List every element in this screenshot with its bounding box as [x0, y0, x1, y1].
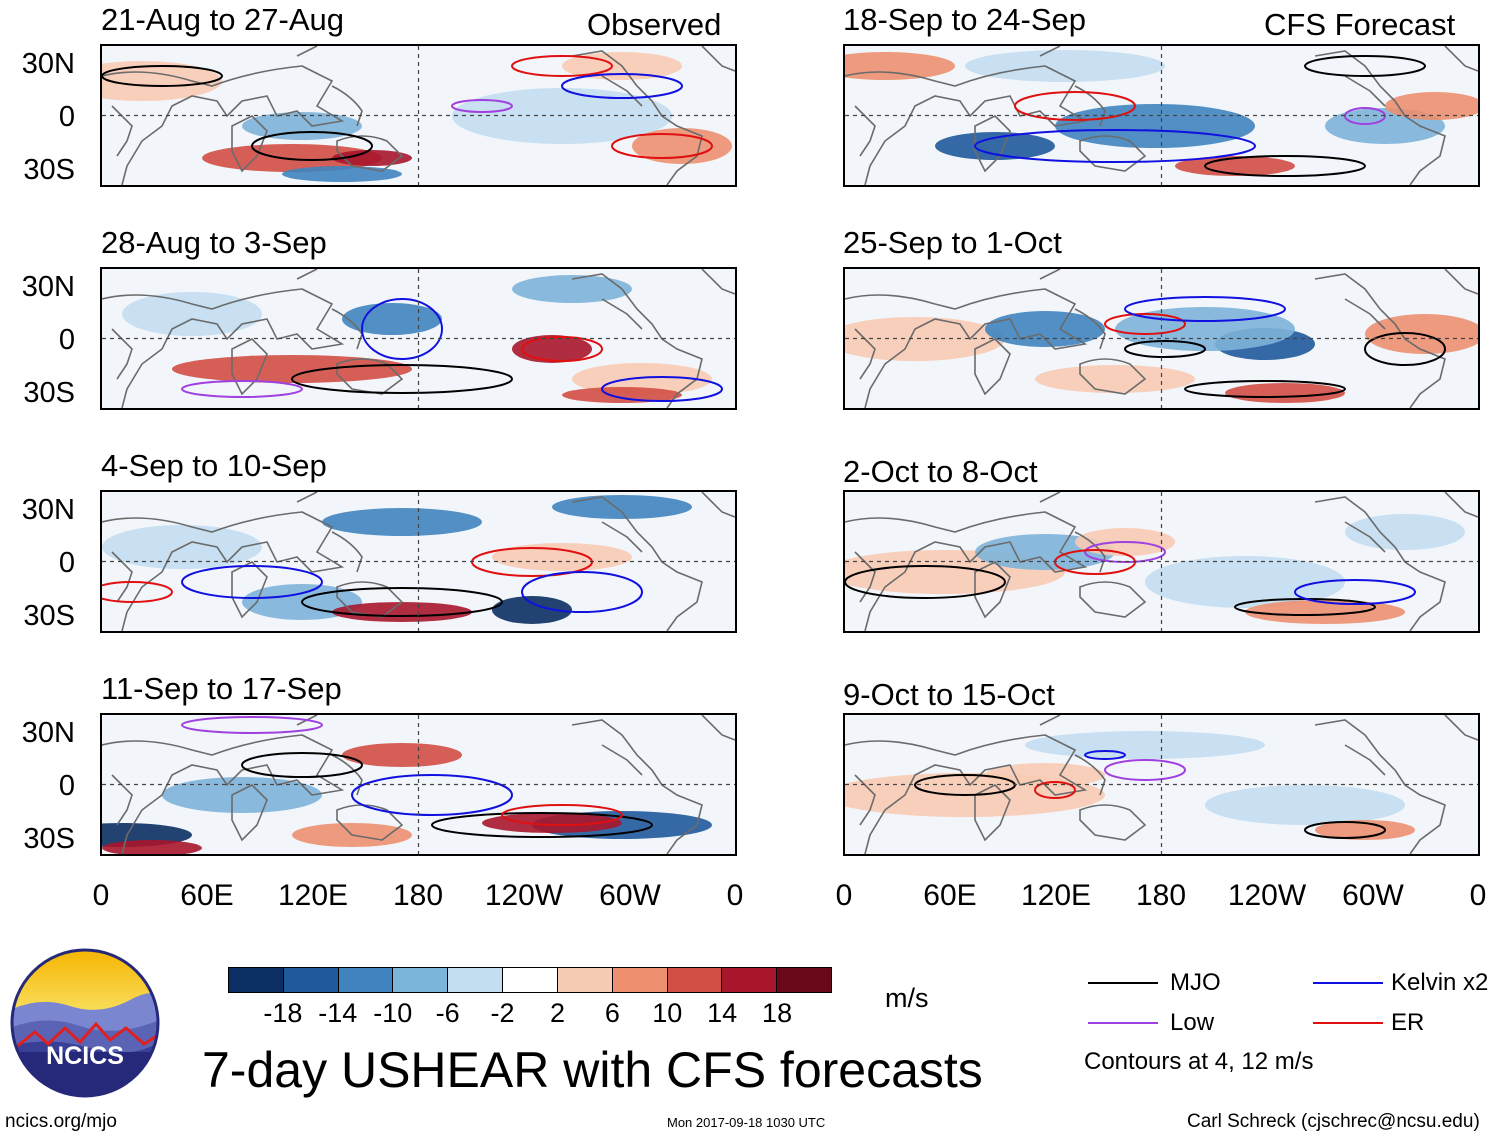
colorbar-tick-label: 6 — [604, 998, 620, 1028]
colorbar-swatch — [337, 968, 393, 992]
map-observed-3 — [100, 490, 737, 633]
colorbar-units: m/s — [885, 983, 929, 1013]
colorbar-swatch — [666, 968, 722, 992]
colorbar-swatch — [229, 968, 283, 992]
lon-label: 180 — [392, 879, 444, 912]
colorbar-ticks: -18 -14 -10 -6 -2 2 6 10 14 18 — [228, 995, 832, 1028]
legend-kelvin-line — [1313, 982, 1383, 984]
forecast-panel-2-title: 25-Sep to 1-Oct — [843, 225, 1062, 260]
anomaly-map — [102, 46, 735, 185]
map-forecast-1 — [843, 44, 1480, 187]
colorbar-tick-label: -14 — [318, 998, 358, 1028]
map-forecast-2 — [843, 267, 1480, 410]
lon-label: 120W — [484, 879, 564, 912]
main-title: 7-day USHEAR with CFS forecasts — [202, 1042, 983, 1098]
observed-panel-1-title: 21-Aug to 27-Aug — [101, 2, 345, 37]
legend-er-label: ER — [1391, 1009, 1425, 1036]
footer-url: ncics.org/mjo — [5, 1111, 117, 1132]
contours-note: Contours at 4, 12 m/s — [1084, 1048, 1314, 1075]
forecast-label: CFS Forecast — [1264, 7, 1456, 42]
lat-label-eq: 0 — [58, 770, 75, 802]
anomaly-map — [845, 715, 1478, 854]
lat-label-30n: 30N — [21, 271, 75, 303]
footer-credit: Carl Schreck (cjschrec@ncsu.edu) — [1187, 1111, 1480, 1132]
lon-label: 60E — [180, 879, 234, 912]
lon-label: 120W — [1227, 879, 1307, 912]
colorbar-swatch — [556, 968, 612, 992]
map-observed-1 — [100, 44, 737, 187]
map-observed-4 — [100, 713, 737, 856]
observed-panel-4-title: 11-Sep to 17-Sep — [101, 671, 342, 706]
lat-label-30n: 30N — [21, 48, 75, 80]
anomaly-map — [102, 269, 735, 408]
colorbar — [228, 967, 832, 993]
colorbar-tick-label: 14 — [707, 998, 738, 1028]
lon-label: 120E — [1020, 879, 1092, 912]
colorbar-tick-label: -2 — [490, 998, 515, 1028]
anomaly-map — [102, 715, 735, 854]
lat-label-30n: 30N — [21, 717, 75, 749]
colorbar-tick-label: 18 — [762, 998, 793, 1028]
anomaly-map — [845, 46, 1478, 185]
colorbar-swatch — [611, 968, 667, 992]
forecast-panel-1-title: 18-Sep to 24-Sep — [843, 2, 1087, 37]
colorbar-tick-label: -6 — [435, 998, 460, 1028]
colorbar-swatch — [502, 968, 557, 992]
observed-panel-3-title: 4-Sep to 10-Sep — [101, 448, 327, 483]
map-forecast-4 — [843, 713, 1480, 856]
lon-label: 60W — [1342, 879, 1404, 912]
lat-label-eq: 0 — [58, 101, 75, 133]
observed-label: Observed — [587, 7, 722, 42]
anomaly-map — [845, 269, 1478, 408]
ncics-logo: NCICS — [10, 948, 160, 1098]
colorbar-swatch — [776, 968, 831, 992]
footer-timestamp: Mon 2017-09-18 1030 UTC — [667, 1115, 826, 1130]
lon-label: 0 — [1469, 879, 1487, 912]
lon-label: 180 — [1135, 879, 1187, 912]
lon-label: 0 — [726, 879, 744, 912]
forecast-panel-3-title: 2-Oct to 8-Oct — [843, 454, 1038, 489]
logo-text: NCICS — [46, 1042, 124, 1070]
legend-kelvin-label: Kelvin x2 — [1391, 969, 1489, 996]
lon-label: 120E — [277, 879, 349, 912]
lat-label-30s: 30S — [23, 823, 75, 855]
colorbar-swatch — [392, 968, 448, 992]
anomaly-map — [845, 492, 1478, 631]
legend-mjo-line — [1088, 982, 1158, 984]
map-forecast-3 — [843, 490, 1480, 633]
lat-label-eq: 0 — [58, 547, 75, 579]
colorbar-swatch — [721, 968, 777, 992]
colorbar-tick-label: -10 — [373, 998, 413, 1028]
colorbar-tick-label: -18 — [263, 998, 303, 1028]
lat-label-30s: 30S — [23, 600, 75, 632]
lon-label: 60W — [599, 879, 661, 912]
lat-label-eq: 0 — [58, 324, 75, 356]
colorbar-tick-label: 2 — [549, 998, 565, 1028]
map-observed-2 — [100, 267, 737, 410]
lat-label-30n: 30N — [21, 494, 75, 526]
legend-low-label: Low — [1170, 1009, 1215, 1036]
colorbar-swatch — [282, 968, 338, 992]
lon-label: 0 — [835, 879, 853, 912]
lon-label: 0 — [92, 879, 110, 912]
colorbar-tick-label: 10 — [652, 998, 683, 1028]
colorbar-swatch — [447, 968, 503, 992]
legend-mjo-label: MJO — [1170, 969, 1221, 996]
lat-label-30s: 30S — [23, 154, 75, 186]
lon-label: 60E — [923, 879, 977, 912]
observed-panel-2-title: 28-Aug to 3-Sep — [101, 225, 327, 260]
lat-label-30s: 30S — [23, 377, 75, 409]
legend-er-line — [1313, 1022, 1383, 1024]
legend-low-line — [1088, 1022, 1158, 1024]
ncics-logo-graphic — [10, 948, 160, 1098]
forecast-panel-4-title: 9-Oct to 15-Oct — [843, 677, 1055, 712]
anomaly-map — [102, 492, 735, 631]
